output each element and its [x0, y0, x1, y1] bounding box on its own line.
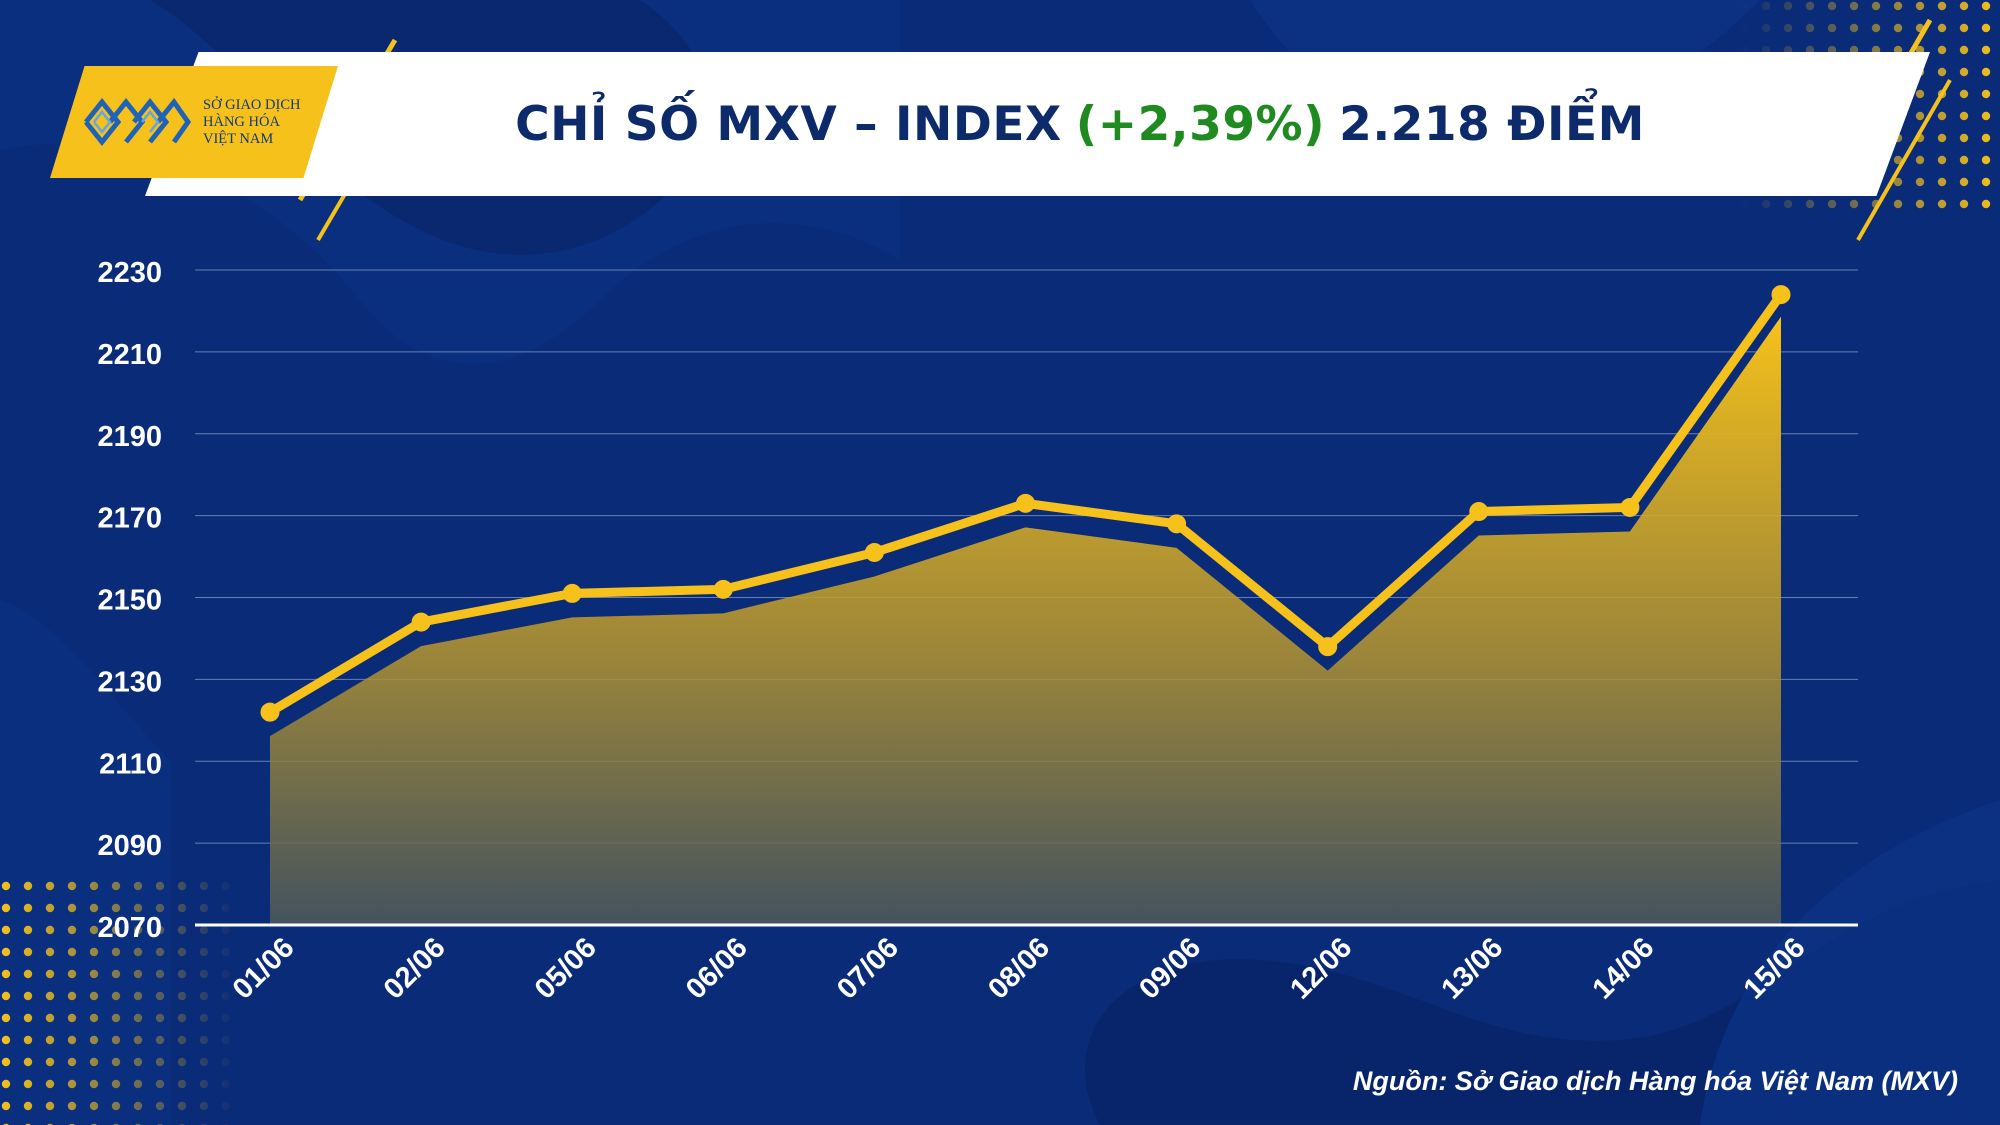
x-tick-label-09-06: 09/06 [1133, 932, 1207, 1006]
x-tick-label-12-06: 12/06 [1284, 932, 1358, 1006]
x-tick-label-06-06: 06/06 [680, 932, 754, 1006]
x-tick-label-13-06: 13/06 [1435, 932, 1509, 1006]
x-tick-label-05-06: 05/06 [529, 932, 603, 1006]
chart-title: CHỈ SỐ MXV – INDEX (+2,39%) 2.218 ĐIỂM [300, 52, 1860, 196]
data-point-12-06 [1318, 637, 1338, 657]
y-tick-label-2090: 2090 [97, 830, 162, 862]
y-tick-label-2150: 2150 [97, 585, 162, 617]
title-main: CHỈ SỐ MXV – INDEX [515, 96, 1062, 152]
x-tick-labels: 01/06 02/06 05/06 06/06 07/06 08/06 09/06 12/06… [227, 932, 1812, 1006]
y-tick-label-2110: 2110 [99, 748, 162, 780]
x-tick-label-15-06: 15/06 [1738, 932, 1812, 1006]
data-point-08-06 [1016, 493, 1035, 513]
y-tick-label-2170: 2170 [97, 503, 162, 535]
data-point-13-06 [1469, 502, 1489, 522]
title-banner [145, 52, 1930, 196]
area-fill [270, 316, 1781, 925]
logo-text: SỞ GIAO DỊCH HÀNG HÓA VIỆT NAM [203, 97, 323, 148]
x-tick-label-02-06: 02/06 [378, 932, 452, 1006]
x-tick-label-08-06: 08/06 [982, 932, 1056, 1006]
y-tick-label-2230: 2230 [97, 257, 162, 289]
x-tick-label-07-06: 07/06 [831, 932, 905, 1006]
logo-line-3: VIỆT NAM [203, 131, 274, 147]
data-point-09-06 [1167, 514, 1187, 534]
mxv-logo-icon [84, 97, 192, 147]
source-note: Nguồn: Sở Giao dịch Hàng hóa Việt Nam (M… [1352, 1066, 1958, 1096]
data-point-15-06 [1771, 285, 1791, 305]
x-tick-label-01-06: 01/06 [227, 932, 301, 1006]
y-tick-label-2210: 2210 [97, 339, 162, 371]
y-tick-label-2190: 2190 [97, 421, 162, 453]
data-point-07-06 [864, 542, 884, 562]
data-point-01-06 [260, 702, 280, 722]
data-point-02-06 [411, 612, 431, 632]
logo-line-2: HÀNG HÓA [203, 114, 280, 130]
area-fill-group [270, 316, 1781, 925]
y-tick-label-2070: 2070 [97, 912, 162, 944]
data-point-14-06 [1620, 497, 1640, 517]
y-tick-labels: 2070 2090 2110 2130 2150 2170 2190 2210 2230 [97, 257, 162, 944]
x-tick-label-14-06: 14/06 [1587, 932, 1661, 1006]
title-value: 2.218 ĐIỂM [1339, 96, 1645, 152]
data-point-06-06 [713, 579, 733, 599]
data-points-group [260, 285, 1791, 722]
title-change-percent: (+2,39%) [1075, 96, 1326, 152]
data-point-05-06 [562, 583, 582, 603]
y-tick-label-2130: 2130 [97, 666, 162, 698]
logo-background [50, 66, 338, 178]
logo-line-1: SỞ GIAO DỊCH [203, 97, 301, 113]
